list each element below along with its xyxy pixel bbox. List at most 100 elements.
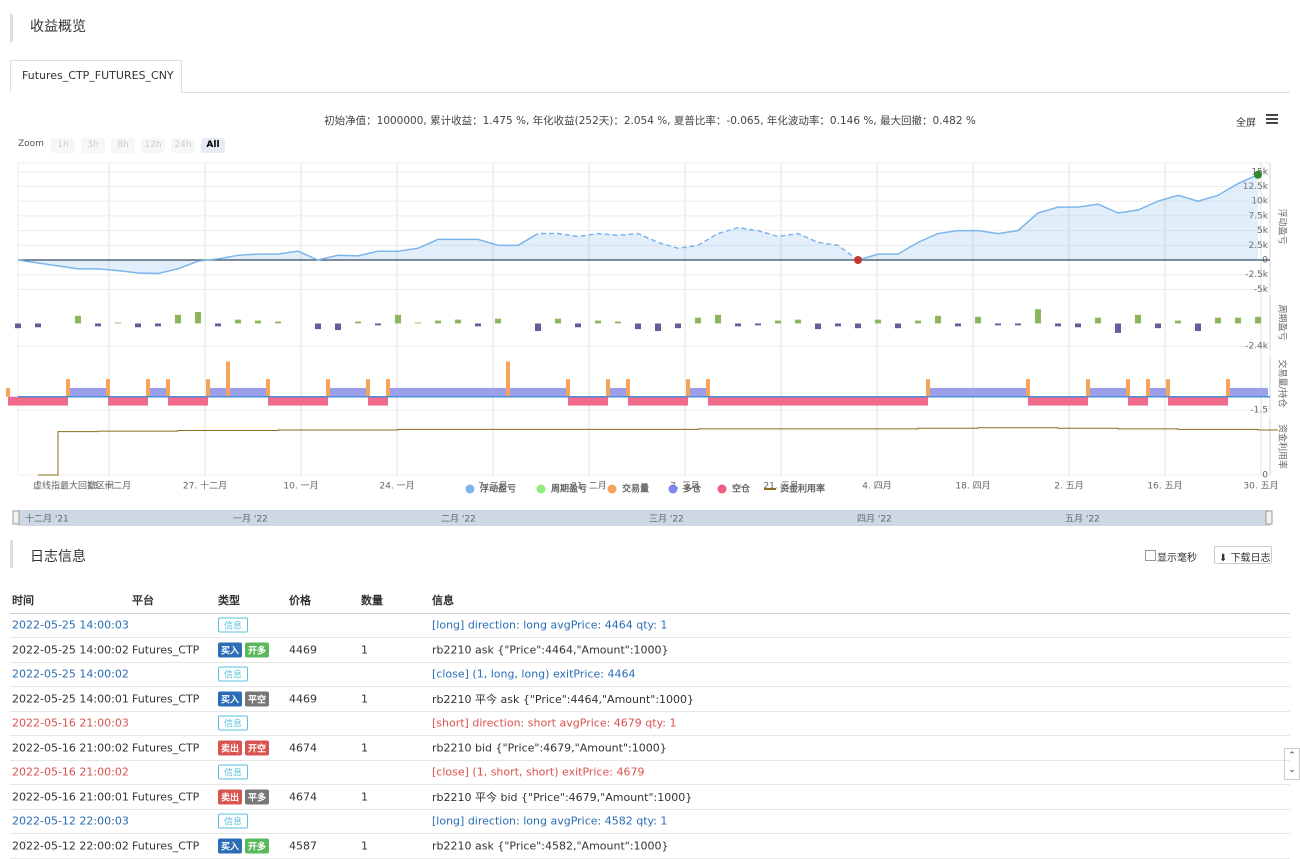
- zoom-button[interactable]: All: [201, 138, 225, 153]
- bar: [115, 322, 121, 324]
- position-bar: [1088, 387, 1108, 397]
- position-bar: [1128, 396, 1148, 406]
- position-bar: [348, 387, 368, 397]
- bar: [315, 323, 321, 330]
- volume-bar: [566, 379, 570, 397]
- menu-icon[interactable]: [1264, 113, 1280, 125]
- zoom-button[interactable]: 1h: [51, 138, 75, 153]
- row-rule: [10, 661, 1290, 663]
- bar: [535, 323, 541, 332]
- bar: [1255, 316, 1261, 324]
- platform: Futures_CTP: [132, 643, 200, 656]
- legend-symbol: [668, 484, 678, 494]
- bar: [1135, 314, 1141, 324]
- download-text[interactable]: 下载日志: [1230, 553, 1271, 564]
- position-bar: [688, 387, 708, 397]
- zoom-button[interactable]: 8h: [111, 138, 135, 153]
- position-bar: [728, 396, 748, 406]
- x-tick-label: 27. 十二月: [183, 480, 227, 492]
- position-bar: [888, 396, 908, 406]
- bar: [1155, 323, 1161, 329]
- position-bar: [1188, 396, 1208, 406]
- y-tick-label: 0: [1262, 471, 1268, 481]
- pane-axis-title: 资金利用率: [1277, 424, 1289, 469]
- bar: [695, 317, 701, 324]
- drawdown-marker: [854, 256, 862, 265]
- position-bar: [848, 396, 868, 406]
- x-tick-label: 21. 二月: [571, 481, 606, 492]
- tab[interactable]: [10, 60, 182, 93]
- position-bar: [1208, 396, 1228, 406]
- y-tick-label: 10k: [1251, 197, 1268, 207]
- volume-bar: [1166, 379, 1170, 397]
- checkbox[interactable]: [1145, 550, 1156, 561]
- volume-bar: [106, 379, 110, 397]
- download-label[interactable]: ⬇ 下载日志: [1219, 553, 1271, 564]
- volume-bar: [686, 379, 690, 397]
- scroll-buttons[interactable]: ⌃ ⌄: [1284, 748, 1300, 780]
- position-bar: [228, 387, 248, 397]
- bar: [555, 318, 561, 324]
- navigator-label: 五月 '22: [1065, 514, 1100, 525]
- position-bar: [1168, 396, 1188, 406]
- position-bar: [1028, 396, 1048, 406]
- position-bar: [808, 396, 828, 406]
- y-tick-label: 12.5k: [1243, 182, 1269, 192]
- legend-label[interactable]: 空仓: [732, 483, 751, 495]
- zoom-button[interactable]: 3h: [81, 138, 105, 153]
- bar: [215, 323, 221, 327]
- zoom-button[interactable]: 24h: [171, 138, 195, 153]
- position-bar: [168, 396, 188, 406]
- bar: [335, 323, 341, 331]
- volume-bar: [266, 379, 270, 397]
- position-bar: [708, 396, 728, 406]
- x-tick-label: 2. 五月: [1054, 481, 1083, 492]
- tab-label[interactable]: Futures_CTP_FUTURES_CNY: [22, 69, 174, 82]
- bar: [875, 319, 881, 324]
- info: rb2210 bid {"Price":4679,"Amount":1000}: [432, 741, 667, 754]
- legend-label[interactable]: 资金利用率: [780, 483, 825, 495]
- zoom-label: Zoom: [18, 139, 44, 149]
- bar: [395, 314, 401, 324]
- position-bar: [468, 387, 488, 397]
- zoom-button[interactable]: 12h: [141, 138, 165, 153]
- volume-bar: [706, 379, 710, 397]
- download-button[interactable]: [1214, 546, 1272, 564]
- header-rule: [10, 613, 1290, 614]
- bar: [375, 323, 381, 326]
- info: rb2210 ask {"Price":4464,"Amount":1000}: [432, 643, 669, 656]
- time: 2022-05-16 21:00:02: [12, 765, 129, 779]
- volume-bar: [926, 379, 930, 397]
- time: 2022-05-12 22:00:03: [12, 814, 129, 828]
- amount: 1: [361, 839, 368, 852]
- legend-label[interactable]: 浮动盈亏: [480, 483, 516, 495]
- bar: [575, 323, 581, 328]
- bar: [955, 323, 961, 327]
- volume-bar: [6, 387, 10, 397]
- price: 4469: [289, 692, 317, 705]
- bar: [15, 323, 21, 329]
- fullscreen[interactable]: 全屏: [1236, 118, 1256, 129]
- price: 4469: [289, 643, 317, 656]
- badge: 买入: [218, 691, 243, 706]
- show-ms[interactable]: 显示毫秒: [1157, 553, 1197, 564]
- time: 2022-05-12 22:00:02: [12, 839, 129, 852]
- volume-bar: [1126, 379, 1130, 397]
- platform: Futures_CTP: [132, 692, 200, 705]
- log-bar: [10, 540, 13, 568]
- legend-label[interactable]: 周期盈亏: [551, 483, 587, 495]
- position-bar: [528, 387, 548, 397]
- row-rule: [10, 637, 1290, 638]
- y-tick-label: -5k: [1254, 285, 1269, 295]
- position-bar: [1108, 387, 1128, 397]
- position-bar: [448, 387, 468, 397]
- row-rule: [10, 857, 1290, 859]
- bar: [135, 323, 141, 328]
- bar: [1075, 323, 1081, 328]
- chart: 13. 十二月 27. 十二月 10. 一月 24. 一月 7. 二月 21. 二月 7. …: [6, 162, 1289, 526]
- legend-label[interactable]: 多仓: [683, 483, 702, 495]
- time: 2022-05-16 21:00:01: [12, 790, 129, 803]
- bar: [1055, 323, 1061, 327]
- bar: [35, 323, 41, 328]
- legend-label[interactable]: 交易量: [622, 483, 649, 495]
